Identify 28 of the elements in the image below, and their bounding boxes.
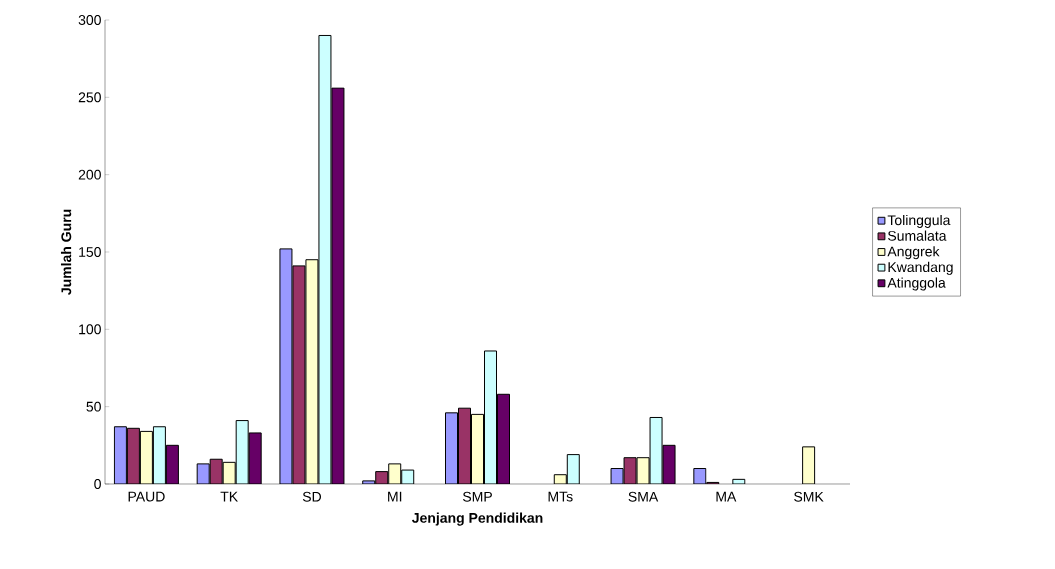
y-tick-label: 250 — [78, 92, 101, 103]
x-tick-label: MTs — [548, 491, 573, 502]
x-axis-title: Jenjang Pendidikan — [411, 512, 543, 526]
x-tick-label: SMP — [462, 491, 492, 502]
y-tick-label: 100 — [79, 324, 101, 335]
x-tick-label: TK — [220, 491, 238, 502]
legend-label: Tolinggula — [887, 214, 951, 228]
x-tick-label: MA — [716, 491, 737, 502]
legend-label: Kwandang — [888, 261, 953, 275]
legend-label: Atinggola — [887, 277, 946, 291]
legend-label: Sumalata — [888, 230, 947, 241]
y-tick-label: 150 — [79, 247, 101, 257]
bar — [235, 420, 249, 484]
x-tick-label: SMA — [628, 491, 659, 502]
y-tick-label: 300 — [78, 15, 101, 25]
x-tick-label: SMK — [794, 491, 824, 502]
x-tick-label: MI — [388, 491, 402, 502]
y-tick-label: 50 — [86, 401, 101, 412]
bar — [471, 413, 485, 484]
bar — [484, 350, 497, 484]
y-tick-label: 200 — [78, 169, 101, 180]
y-tick-label: 0 — [94, 479, 101, 489]
bar — [152, 426, 166, 484]
y-axis-title: Jumlah Guru — [60, 209, 72, 295]
x-tick-label: PAUD — [128, 491, 165, 502]
legend-label: Anggrek — [887, 246, 940, 260]
bar — [497, 393, 510, 484]
x-tick-label: SD — [302, 491, 322, 502]
